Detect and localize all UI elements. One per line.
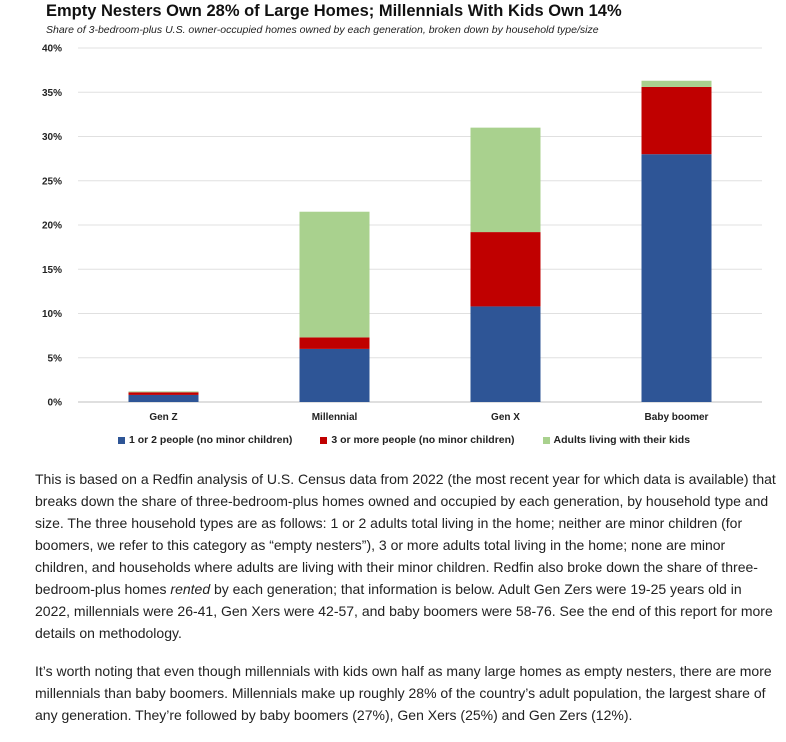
chart-title: Empty Nesters Own 28% of Large Homes; Mi… [46, 2, 622, 20]
bar-segment [128, 391, 199, 393]
bar-segment [641, 80, 712, 87]
bar-segment [299, 337, 370, 349]
chart-subtitle: Share of 3-bedroom-plus U.S. owner-occup… [46, 24, 599, 36]
y-tick-label: 40% [42, 44, 62, 55]
y-tick-label: 25% [42, 176, 62, 187]
bar-segment [470, 306, 541, 402]
bar-segment [128, 392, 199, 395]
y-tick-label: 35% [42, 88, 62, 99]
y-tick-label: 30% [42, 132, 62, 143]
chart-container: Empty Nesters Own 28% of Large Homes; Mi… [42, 2, 762, 446]
bar-segment [470, 232, 541, 307]
stacked-bar-chart: 0% 5% 10% 15% 20% 25% 30% 35% 40% Gen Z Millennial… [42, 44, 762, 423]
bar-segment [470, 127, 541, 233]
legend-entry: 3 or more people (no minor children) [320, 434, 515, 446]
x-tick-label: Gen X [491, 412, 520, 423]
article-body: This is based on a Redfin analysis of U.… [35, 468, 777, 742]
article-paragraph: This is based on a Redfin analysis of U.… [35, 468, 777, 644]
bar-segment [641, 154, 712, 402]
y-tick-label: 5% [48, 353, 63, 364]
x-tick-label: Gen Z [149, 412, 177, 423]
paragraph-emphasis: rented [170, 581, 211, 597]
y-tick-label: 0% [48, 398, 63, 409]
y-tick-label: 15% [42, 265, 62, 276]
y-tick-label: 20% [42, 221, 62, 232]
bar-segment [128, 394, 199, 402]
legend-entry: 1 or 2 people (no minor children) [118, 434, 292, 446]
bar-segment [299, 348, 370, 402]
paragraph-text: by each generation; that information is … [35, 581, 773, 641]
legend-swatch [542, 436, 550, 444]
chart-legend: 1 or 2 people (no minor children) 3 or mo… [118, 434, 690, 446]
paragraph-text: This is based on a Redfin analysis of U.… [35, 471, 776, 597]
legend-label: 3 or more people (no minor children) [331, 434, 515, 446]
article-paragraph: It’s worth noting that even though mille… [35, 663, 772, 723]
x-tick-label: Baby boomer [645, 412, 709, 423]
legend-label: 1 or 2 people (no minor children) [129, 434, 293, 446]
y-tick-label: 10% [42, 309, 62, 320]
legend-label: Adults living with their kids [553, 434, 691, 446]
bar-segment [299, 211, 370, 338]
x-tick-label: Millennial [312, 412, 358, 423]
bar-segment [641, 86, 712, 155]
legend-entry: Adults living with their kids [542, 434, 691, 446]
legend-swatch [118, 436, 125, 444]
legend-swatch [320, 436, 328, 444]
